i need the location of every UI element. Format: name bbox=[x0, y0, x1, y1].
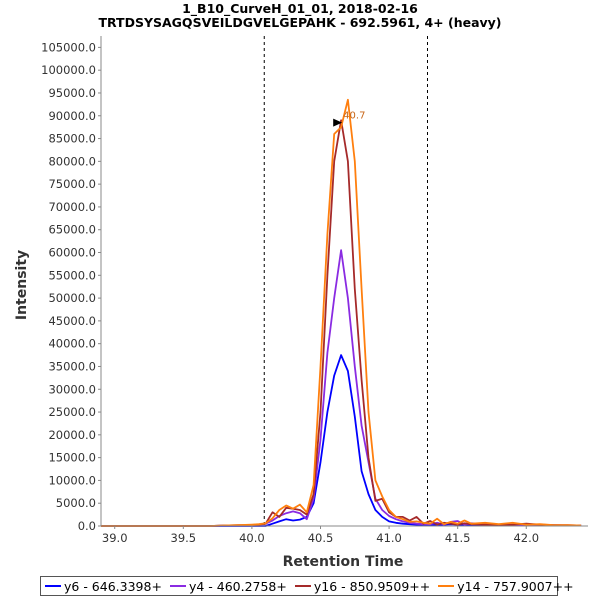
y-tick-label: 50000.0 bbox=[48, 291, 96, 305]
x-tick-label: 41.5 bbox=[445, 531, 471, 545]
legend-label: y6 - 646.3398+ bbox=[64, 578, 162, 594]
y-tick-label: 40000.0 bbox=[48, 337, 96, 351]
y-tick-label: 25000.0 bbox=[48, 405, 96, 419]
x-tick-label: 40.0 bbox=[239, 531, 265, 545]
y-tick-label: 30000.0 bbox=[48, 382, 96, 396]
x-tick-label: 41.0 bbox=[376, 531, 402, 545]
y-tick-label: 10000.0 bbox=[48, 473, 96, 487]
y-tick-label: 60000.0 bbox=[48, 246, 96, 260]
x-tick-label: 39.0 bbox=[102, 531, 128, 545]
legend-swatch bbox=[169, 585, 186, 587]
legend-item-2: y4 - 460.2758+ bbox=[169, 578, 287, 594]
y-tick-label: 70000.0 bbox=[48, 200, 96, 214]
legend-label: y4 - 460.2758+ bbox=[188, 578, 287, 594]
y-tick-label: 65000.0 bbox=[48, 223, 96, 237]
legend-swatch bbox=[438, 585, 455, 587]
chart-title: 1_B10_CurveH_01_01, 2018-02-16 bbox=[182, 1, 418, 16]
y-tick-label: 85000.0 bbox=[48, 132, 96, 146]
y-tick-label: 90000.0 bbox=[48, 109, 96, 123]
y-tick-label: 0.0 bbox=[78, 519, 96, 533]
y-tick-label: 100000.0 bbox=[41, 63, 96, 77]
legend-swatch bbox=[294, 585, 311, 587]
peak-annotation-label: 40.7 bbox=[343, 111, 365, 122]
y-tick-label: 55000.0 bbox=[48, 268, 96, 282]
x-tick-label: 42.0 bbox=[513, 531, 539, 545]
y-tick-label: 45000.0 bbox=[48, 314, 96, 328]
chart-legend: y6 - 646.3398+ y4 - 460.2758+ y16 - 850.95… bbox=[40, 576, 574, 596]
y-tick-label: 20000.0 bbox=[48, 428, 96, 442]
y-tick-label: 15000.0 bbox=[48, 451, 96, 465]
plot-background bbox=[101, 36, 588, 526]
legend-swatch bbox=[45, 585, 61, 587]
axes: 0.0 5000.0 10000.0 15000.0 20000.0 25000.0 300… bbox=[41, 36, 588, 545]
legend-label: y16 - 850.9509++ bbox=[313, 578, 431, 594]
x-tick-label: 40.5 bbox=[308, 531, 334, 545]
y-tick-label: 95000.0 bbox=[48, 86, 96, 100]
x-axis-label: Retention Time bbox=[283, 554, 404, 570]
y-axis-label: Intensity bbox=[14, 250, 30, 320]
legend-item-3: y16 - 850.9509++ bbox=[294, 578, 431, 594]
chart-subtitle: TRTDSYSAGQSVEILDGVELGEPAHK - 692.5961, 4… bbox=[98, 15, 502, 30]
y-tick-label: 5000.0 bbox=[56, 496, 96, 510]
y-tick-label: 75000.0 bbox=[48, 177, 96, 191]
x-tick-label: 39.5 bbox=[171, 531, 197, 545]
y-tick-label: 80000.0 bbox=[48, 154, 96, 168]
y-tick-label: 105000.0 bbox=[41, 40, 96, 54]
legend-item-4: y14 - 757.9007++ bbox=[438, 578, 574, 594]
peak-marker-arrow bbox=[333, 118, 343, 127]
legend-label: y14 - 757.9007++ bbox=[457, 578, 574, 594]
legend-item-1: y6 - 646.3398+ bbox=[45, 579, 162, 594]
plot-area bbox=[101, 36, 588, 526]
y-tick-label: 35000.0 bbox=[48, 359, 96, 373]
